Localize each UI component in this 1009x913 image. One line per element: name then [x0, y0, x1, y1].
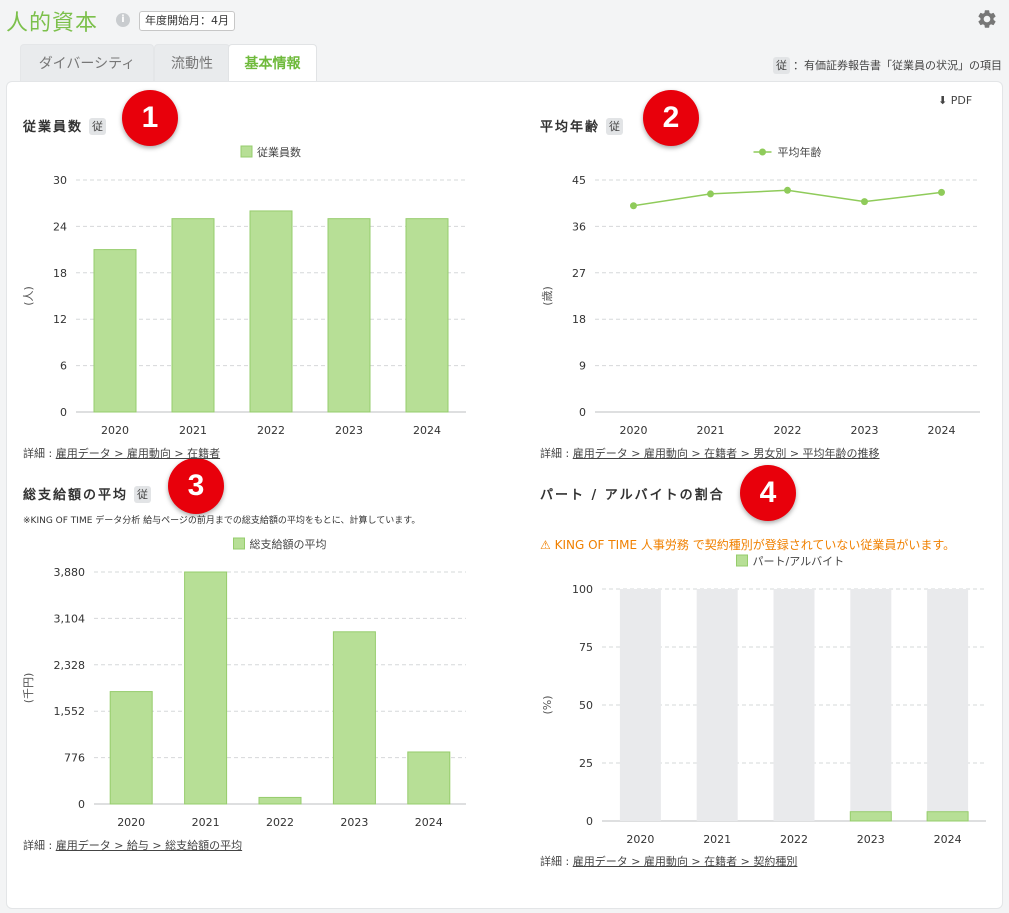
legend-note-text: ：有価証券報告書「従業員の状況」の項目 — [793, 59, 1002, 72]
warning-icon: ⚠ — [540, 538, 551, 552]
ju-badge: 従 — [89, 118, 107, 135]
avg-age-title: 平均年齢従 — [540, 116, 626, 135]
tab-mobility[interactable]: 流動性 — [154, 44, 230, 82]
marker-4: 4 — [740, 465, 796, 521]
detail-prefix: 詳細 : — [540, 855, 573, 868]
detail-prefix: 詳細 : — [23, 447, 56, 460]
legend-note: 従：有価証券報告書「従業員の状況」の項目 — [773, 57, 1002, 74]
info-icon[interactable]: i — [116, 13, 130, 27]
marker-3: 3 — [168, 458, 224, 514]
page-header: 人的資本 i 年度開始月：4月 — [0, 0, 1009, 40]
parttime-title-text: パート / アルバイトの割合 — [540, 488, 725, 503]
avg-age-detail-link[interactable]: 雇用データ > 雇用動向 > 在籍者 > 男女別 > 平均年齢の推移 — [572, 447, 880, 460]
pdf-label: PDF — [950, 94, 973, 107]
fiscal-start-badge: 年度開始月：4月 — [139, 11, 235, 31]
employees-title: 従業員数従 — [23, 116, 109, 135]
avg-pay-note: ※KING OF TIME データ分析 給与ページの前月までの総支給額の平均をも… — [23, 516, 421, 526]
avg-age-title-text: 平均年齢 — [540, 120, 601, 135]
detail-prefix: 詳細 : — [540, 447, 573, 460]
detail-prefix: 詳細 : — [23, 839, 56, 852]
download-icon: ⬇ — [938, 94, 948, 107]
avg-pay-title: 総支給額の平均従 — [23, 484, 154, 503]
marker-1: 1 — [122, 90, 178, 146]
avg-pay-detail: 詳細 : 雇用データ > 給与 > 総支給額の平均 — [23, 837, 242, 853]
parttime-warning-text: KING OF TIME 人事労務 で契約種別が登録されていない従業員がいます。 — [554, 538, 956, 552]
employees-title-text: 従業員数 — [23, 120, 84, 135]
parttime-detail-link[interactable]: 雇用データ > 雇用動向 > 在籍者 > 契約種別 — [572, 855, 798, 868]
parttime-warning: ⚠ KING OF TIME 人事労務 で契約種別が登録されていない従業員がいま… — [540, 536, 955, 553]
parttime-title: パート / アルバイトの割合 — [540, 484, 725, 503]
tab-basic-info[interactable]: 基本情報 — [228, 44, 317, 84]
avg-pay-detail-link[interactable]: 雇用データ > 給与 > 総支給額の平均 — [55, 839, 243, 852]
parttime-detail: 詳細 : 雇用データ > 雇用動向 > 在籍者 > 契約種別 — [540, 853, 797, 869]
ju-badge: 従 — [773, 57, 790, 74]
page-title: 人的資本 — [6, 11, 99, 36]
employees-detail: 詳細 : 雇用データ > 雇用動向 > 在籍者 — [23, 445, 220, 461]
ju-badge: 従 — [134, 486, 152, 503]
charts-panel — [6, 81, 1003, 909]
marker-2: 2 — [643, 90, 699, 146]
avg-age-detail: 詳細 : 雇用データ > 雇用動向 > 在籍者 > 男女別 > 平均年齢の推移 — [540, 445, 880, 461]
pdf-download-button[interactable]: ⬇ PDF — [938, 94, 972, 107]
tab-diversity[interactable]: ダイバーシティ — [20, 44, 154, 82]
ju-badge: 従 — [606, 118, 624, 135]
avg-pay-title-text: 総支給額の平均 — [23, 488, 129, 503]
gear-icon[interactable] — [976, 8, 998, 30]
employees-detail-link[interactable]: 雇用データ > 雇用動向 > 在籍者 — [55, 447, 221, 460]
